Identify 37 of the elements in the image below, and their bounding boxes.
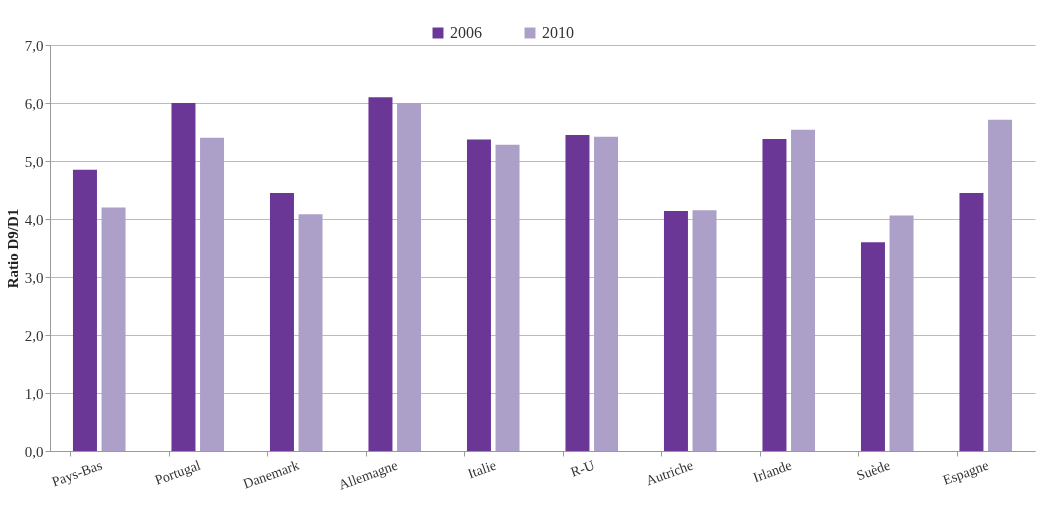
y-tick-label: 3,0	[24, 269, 44, 286]
y-tick-label: 6,0	[24, 95, 44, 112]
y-axis-title: Ratio D9/D1	[4, 208, 21, 289]
y-tick-label: 2,0	[24, 327, 44, 344]
bar	[397, 103, 422, 451]
bar	[692, 210, 717, 451]
bar	[298, 214, 323, 451]
bar	[200, 137, 225, 451]
bar	[368, 97, 393, 451]
bar	[791, 129, 816, 451]
y-tick-label: 0,0	[24, 443, 44, 460]
bar	[72, 169, 97, 451]
bar	[101, 207, 126, 451]
bar	[860, 242, 885, 451]
y-tick-label: 5,0	[24, 153, 44, 170]
bar	[269, 192, 294, 451]
bar	[565, 134, 590, 451]
bar	[466, 139, 491, 451]
x-tick-label: R-U	[568, 457, 597, 480]
bar	[959, 192, 984, 451]
bar	[495, 144, 520, 451]
legend-label: 2006	[450, 24, 482, 41]
bar	[889, 215, 914, 451]
y-tick-label: 7,0	[24, 37, 44, 54]
bar	[988, 119, 1013, 451]
legend-label: 2010	[542, 24, 574, 41]
x-tick-label: Suède	[854, 457, 893, 484]
y-tick-label: 1,0	[24, 385, 44, 402]
x-tick-label: Espagne	[940, 457, 991, 488]
bar	[663, 210, 688, 451]
y-tick-label: 4,0	[24, 211, 44, 228]
bar	[171, 103, 196, 451]
x-tick-label: Italie	[465, 457, 499, 482]
x-tick-label: Autriche	[643, 457, 696, 489]
bar	[594, 136, 619, 451]
bar	[762, 138, 787, 451]
x-tick-label: Irlande	[751, 457, 794, 486]
